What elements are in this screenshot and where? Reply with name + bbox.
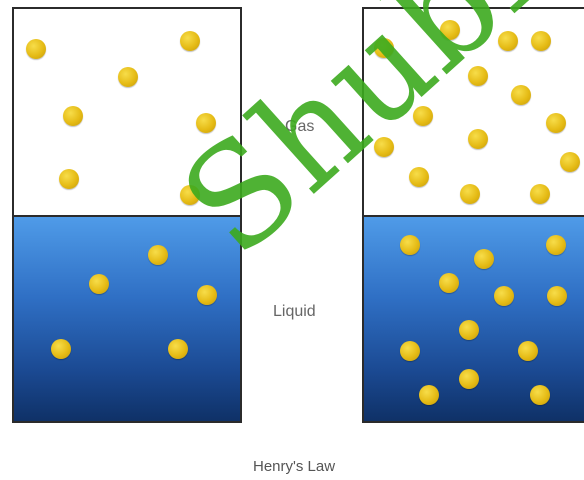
liquid-phase-left [14,215,240,421]
dissolved-molecule [89,274,109,294]
liquid-label: Liquid [273,303,316,321]
container-low-pressure [12,7,242,423]
gas-molecule [498,31,518,51]
gas-molecule [440,20,460,40]
dissolved-molecule [518,341,538,361]
gas-molecule [531,31,551,51]
dissolved-molecule [439,273,459,293]
diagram-caption: Henry's Law [253,458,336,475]
gas-molecule [180,31,200,51]
gas-molecule [374,137,394,157]
gas-molecule [196,113,216,133]
liquid-phase-right [364,215,584,421]
dissolved-molecule [400,235,420,255]
gas-molecule [59,169,79,189]
gas-molecule [118,67,138,87]
dissolved-molecule [459,320,479,340]
dissolved-molecule [400,341,420,361]
gas-molecule [413,106,433,126]
dissolved-molecule [546,235,566,255]
dissolved-molecule [474,249,494,269]
gas-molecule [546,113,566,133]
gas-molecule [409,167,429,187]
gas-label: Gas [285,118,315,135]
gas-molecule [530,184,550,204]
gas-molecule [374,38,394,58]
gas-molecule [180,185,200,205]
gas-phase-right [364,9,584,215]
gas-molecule [468,66,488,86]
gas-phase-left [14,9,240,215]
dissolved-molecule [530,385,550,405]
dissolved-molecule [419,385,439,405]
dissolved-molecule [148,245,168,265]
gas-molecule [63,106,83,126]
dissolved-molecule [168,339,188,359]
dissolved-molecule [197,285,217,305]
dissolved-molecule [494,286,514,306]
container-high-pressure [362,7,584,423]
dissolved-molecule [51,339,71,359]
dissolved-molecule [459,369,479,389]
gas-molecule [468,129,488,149]
gas-molecule [560,152,580,172]
gas-molecule [26,39,46,59]
gas-molecule [460,184,480,204]
gas-molecule [511,85,531,105]
dissolved-molecule [547,286,567,306]
